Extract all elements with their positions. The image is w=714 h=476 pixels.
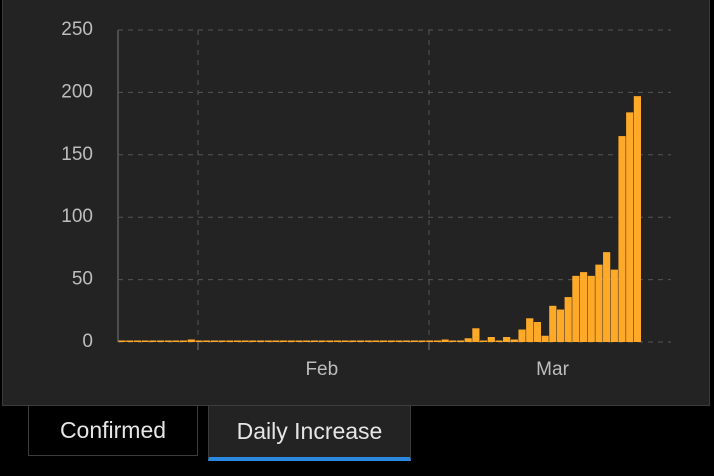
bar [572, 275, 580, 342]
tab[interactable]: Confirmed [28, 406, 198, 456]
bar [364, 340, 372, 342]
bar [133, 340, 142, 342]
bar [510, 339, 518, 342]
bar [195, 340, 203, 342]
bar [603, 252, 611, 342]
bar [495, 340, 503, 342]
bar [256, 340, 265, 342]
bar [349, 340, 357, 342]
bar [441, 339, 449, 342]
bar [356, 340, 365, 342]
bar [295, 340, 303, 342]
bar [172, 340, 180, 342]
y-tick-label: 200 [61, 81, 93, 102]
bar [203, 340, 211, 342]
bar [333, 340, 342, 342]
bar [387, 340, 395, 342]
tab-active[interactable]: Daily Increase [208, 406, 411, 461]
bar [341, 340, 349, 342]
bar [433, 340, 442, 342]
bar [318, 340, 326, 342]
x-tick-label: Mar [536, 359, 569, 380]
bar [141, 340, 149, 342]
bar [472, 328, 480, 342]
bar [264, 340, 272, 342]
bar [272, 340, 280, 342]
bar [403, 340, 411, 342]
bar [226, 340, 234, 342]
bar [126, 340, 134, 342]
bar [449, 340, 457, 342]
bar [180, 340, 188, 342]
bar [187, 339, 195, 342]
bar [487, 337, 495, 342]
bar [633, 96, 641, 342]
bar [218, 340, 226, 342]
bar [233, 340, 242, 342]
bar [556, 309, 565, 342]
bar [395, 340, 403, 342]
bar [241, 340, 249, 342]
bar [287, 340, 295, 342]
chart: 0 50 100 150 200 250 Feb Mar [61, 19, 671, 380]
bar [410, 340, 418, 342]
bar [541, 335, 549, 342]
bar [595, 264, 603, 342]
chart-panel: 0 50 100 150 200 250 Feb Mar [2, 0, 710, 406]
bar [372, 340, 380, 342]
y-tick-label: 100 [61, 206, 93, 227]
bar [380, 340, 388, 342]
y-tick-label: 0 [82, 331, 93, 352]
bar [249, 340, 257, 342]
bar [549, 305, 557, 342]
bar [626, 112, 634, 342]
bar [310, 340, 318, 342]
bar [149, 340, 157, 342]
bar [564, 297, 572, 342]
y-tick-label: 150 [61, 144, 93, 165]
bar [280, 340, 288, 342]
bar [503, 337, 511, 342]
y-tick-label: 50 [72, 269, 93, 290]
bar [326, 340, 334, 342]
bar [303, 340, 311, 342]
bar [464, 338, 472, 342]
bar [418, 340, 426, 342]
bar [526, 318, 534, 342]
bar [479, 340, 488, 342]
bar [518, 329, 526, 342]
bar [118, 340, 126, 342]
bar [210, 340, 218, 342]
bar [456, 340, 465, 342]
bar [164, 340, 172, 342]
bar [618, 136, 626, 342]
bar [426, 340, 434, 342]
bar [579, 272, 588, 342]
x-tick-label: Feb [305, 359, 338, 380]
bar [533, 322, 542, 342]
y-tick-label: 250 [61, 19, 93, 40]
bar [587, 275, 595, 342]
bar [156, 340, 165, 342]
bar [610, 269, 618, 342]
